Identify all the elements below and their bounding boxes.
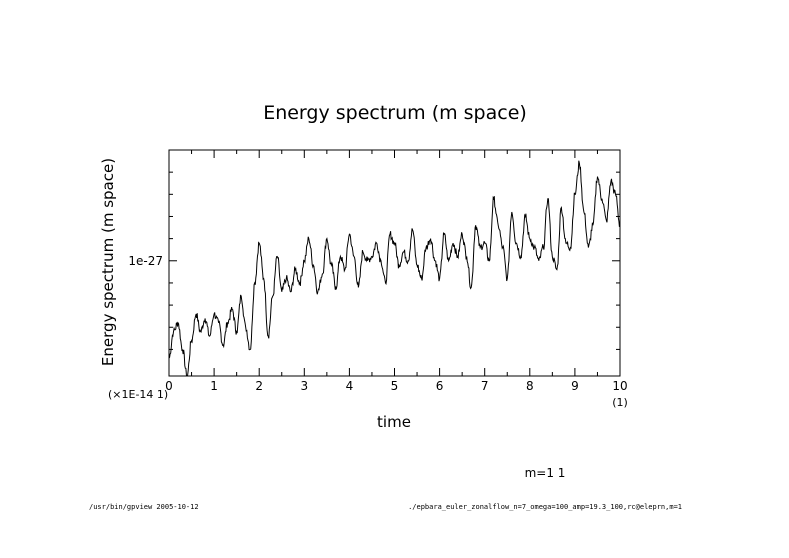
- x-axis-label: time: [377, 413, 411, 431]
- y-axis-ticks: [169, 171, 620, 350]
- x-tick-label: 4: [346, 379, 354, 393]
- x-tick-label: 6: [436, 379, 444, 393]
- x-tick-label: 9: [571, 379, 579, 393]
- x-tick-label: 8: [526, 379, 534, 393]
- footer-left: /usr/bin/gpview 2005-10-12: [89, 503, 199, 511]
- x-tick-label: 7: [481, 379, 489, 393]
- x-tick-label: 2: [255, 379, 263, 393]
- x-tick-label: 3: [300, 379, 308, 393]
- x-tick-label: 0: [165, 379, 173, 393]
- series-line-m1: [168, 160, 621, 377]
- plot-frame: [168, 149, 621, 377]
- y-axis-label: Energy spectrum (m space): [99, 158, 117, 366]
- x-axis-ticks: [168, 150, 621, 376]
- x-axis-tick-labels: 0 1 2 3 4 5 6 7 8 9 10: [165, 379, 627, 393]
- legend-entry: m=1 1: [525, 466, 566, 480]
- x-tick-label: 10: [612, 379, 627, 393]
- x-tick-label: 5: [391, 379, 399, 393]
- x-tick-label: 1: [210, 379, 218, 393]
- y-scale-note: (×1E-14 1): [108, 388, 168, 401]
- chart-title: Energy spectrum (m space): [263, 102, 527, 124]
- y-tick-label: 1e-27: [128, 254, 163, 268]
- footer-right: ./epbara_euler_zonalflow_n=7_omega=100_a…: [408, 503, 682, 511]
- x-scale-note: (1): [612, 396, 628, 409]
